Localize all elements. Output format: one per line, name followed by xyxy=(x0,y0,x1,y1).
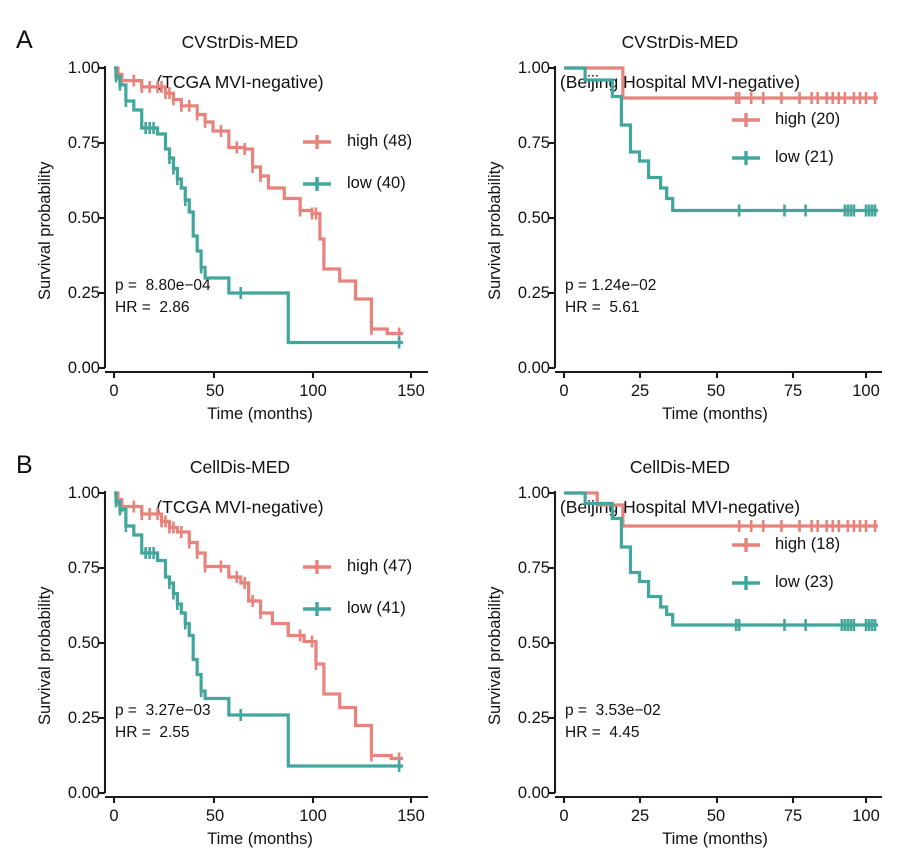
y-tick-label: 0.50 xyxy=(67,634,100,652)
x-tick-label: 0 xyxy=(109,382,119,400)
panel-letter-a: A xyxy=(16,26,33,54)
survival-curve-high xyxy=(114,491,404,761)
x-tick-label: 100 xyxy=(299,807,327,825)
x-tick-label: 50 xyxy=(706,382,726,400)
plot-area-a-right xyxy=(549,66,882,378)
hazard-ratio-annotation: HR = 2.55 xyxy=(115,724,190,741)
axes-b-right xyxy=(549,491,882,803)
y-tick-label: 0.50 xyxy=(67,209,100,227)
chart-title-line2: (Beijing Hospital MVI-negative) xyxy=(559,497,801,517)
panel-letter-b: B xyxy=(16,451,33,479)
survival-curve-low xyxy=(114,66,404,345)
y-tick-label: 0.75 xyxy=(517,559,550,577)
x-tick-label: 50 xyxy=(706,807,726,825)
axes-a-right xyxy=(549,66,882,378)
legend-label-high: high (18) xyxy=(775,535,841,553)
chart-panel-b-left: CellDis-MED (TCGA MVI-negative) Survival… xyxy=(0,420,450,848)
chart-title-line1: CellDis-MED xyxy=(629,457,731,477)
panel-a: A CVStrDis-MED (TCGA MVI-negative) Survi… xyxy=(0,0,898,423)
legend-label-high: high (20) xyxy=(775,110,841,128)
chart-title-line2: (TCGA MVI-negative) xyxy=(156,497,324,517)
legend-label-low: low (40) xyxy=(347,174,406,192)
x-tick-label: 100 xyxy=(299,382,327,400)
x-tick-label: 0 xyxy=(109,807,119,825)
y-tick-label: 0.50 xyxy=(517,209,550,227)
chart-title-line1: CellDis-MED xyxy=(189,457,291,477)
chart-title-line2: (Beijing Hospital MVI-negative) xyxy=(559,72,801,92)
survival-curves-a-right xyxy=(564,66,879,217)
y-tick-label: 0.25 xyxy=(517,284,550,302)
x-tick-label: 0 xyxy=(559,382,569,400)
y-tick-label: 1.00 xyxy=(517,59,550,77)
p-value-annotation: p = 3.27e−03 xyxy=(115,702,211,719)
y-tick-label: 0.00 xyxy=(67,784,100,802)
chart-title-line2: (TCGA MVI-negative) xyxy=(156,72,324,92)
legend-label-low: low (41) xyxy=(347,599,406,617)
survival-curves-b-left xyxy=(114,491,404,772)
hazard-ratio-annotation: HR = 4.45 xyxy=(565,724,640,741)
x-axis-label: Time (months) xyxy=(207,405,313,423)
x-tick-label: 75 xyxy=(783,382,803,400)
chart-title-line1: CVStrDis-MED xyxy=(181,32,299,52)
legend-label-high: high (47) xyxy=(347,557,413,575)
x-tick-label: 25 xyxy=(630,382,650,400)
p-value-annotation: p = 1.24e−02 xyxy=(565,277,657,294)
x-tick-label: 150 xyxy=(397,807,425,825)
x-tick-label: 100 xyxy=(852,807,880,825)
y-tick-label: 0.75 xyxy=(517,134,550,152)
axes-a-left xyxy=(99,66,428,378)
y-tick-label: 0.25 xyxy=(67,284,100,302)
y-tick-label: 1.00 xyxy=(517,484,550,502)
y-tick-label: 1.00 xyxy=(67,59,100,77)
legend-label-high: high (48) xyxy=(347,132,413,150)
chart-title-a-right: CVStrDis-MED (Beijing Hospital MVI-negat… xyxy=(480,12,880,92)
legend-label-low: low (21) xyxy=(775,148,834,166)
y-tick-label: 1.00 xyxy=(67,484,100,502)
legend-markers-b-left xyxy=(303,560,331,616)
y-tick-label: 0.00 xyxy=(517,784,550,802)
x-tick-label: 0 xyxy=(559,807,569,825)
y-tick-label: 0.00 xyxy=(67,359,100,377)
x-axis-label: Time (months) xyxy=(207,830,313,848)
chart-title-line1: CVStrDis-MED xyxy=(621,32,739,52)
legend-label-low: low (23) xyxy=(775,573,834,591)
x-tick-label: 150 xyxy=(397,382,425,400)
legend-markers-a-right xyxy=(732,113,760,165)
legend-markers-a-left xyxy=(303,135,331,191)
panel-b: B CellDis-MED (TCGA MVI-negative) Surviv… xyxy=(0,420,898,848)
p-value-annotation: p = 8.80e−04 xyxy=(115,277,211,294)
y-tick-label: 0.75 xyxy=(67,559,100,577)
y-tick-label: 0.50 xyxy=(517,634,550,652)
y-tick-label: 0.25 xyxy=(517,709,550,727)
y-tick-label: 0.75 xyxy=(67,134,100,152)
legend-markers-b-right xyxy=(732,538,760,590)
axes-b-left xyxy=(99,491,428,803)
survival-curves-b-right xyxy=(564,491,879,631)
x-tick-label: 25 xyxy=(630,807,650,825)
x-tick-label: 100 xyxy=(852,382,880,400)
survival-curves-a-left xyxy=(114,66,404,349)
hazard-ratio-annotation: HR = 2.86 xyxy=(115,299,190,316)
plot-area-a-left xyxy=(99,66,428,378)
x-axis-label: Time (months) xyxy=(662,405,768,423)
x-tick-label: 50 xyxy=(205,807,225,825)
x-axis-label: Time (months) xyxy=(662,830,768,848)
x-tick-label: 50 xyxy=(205,382,225,400)
chart-panel-a-right: CVStrDis-MED (Beijing Hospital MVI-negat… xyxy=(450,0,898,423)
chart-title-a-left: CVStrDis-MED (TCGA MVI-negative) xyxy=(70,12,410,92)
p-value-annotation: p = 3.53e−02 xyxy=(565,702,661,719)
plot-area-b-right xyxy=(549,491,882,803)
plot-area-b-left xyxy=(99,491,428,803)
chart-title-b-right: CellDis-MED (Beijing Hospital MVI-negati… xyxy=(480,437,880,517)
x-tick-label: 75 xyxy=(783,807,803,825)
hazard-ratio-annotation: HR = 5.61 xyxy=(565,299,640,316)
chart-panel-a-left: CVStrDis-MED (TCGA MVI-negative) Surviva… xyxy=(0,0,450,423)
y-tick-label: 0.00 xyxy=(517,359,550,377)
survival-curve-low xyxy=(564,491,879,627)
survival-curve-low xyxy=(564,66,879,213)
chart-panel-b-right: CellDis-MED (Beijing Hospital MVI-negati… xyxy=(450,420,898,848)
y-tick-label: 0.25 xyxy=(67,709,100,727)
chart-title-b-left: CellDis-MED (TCGA MVI-negative) xyxy=(70,437,410,517)
